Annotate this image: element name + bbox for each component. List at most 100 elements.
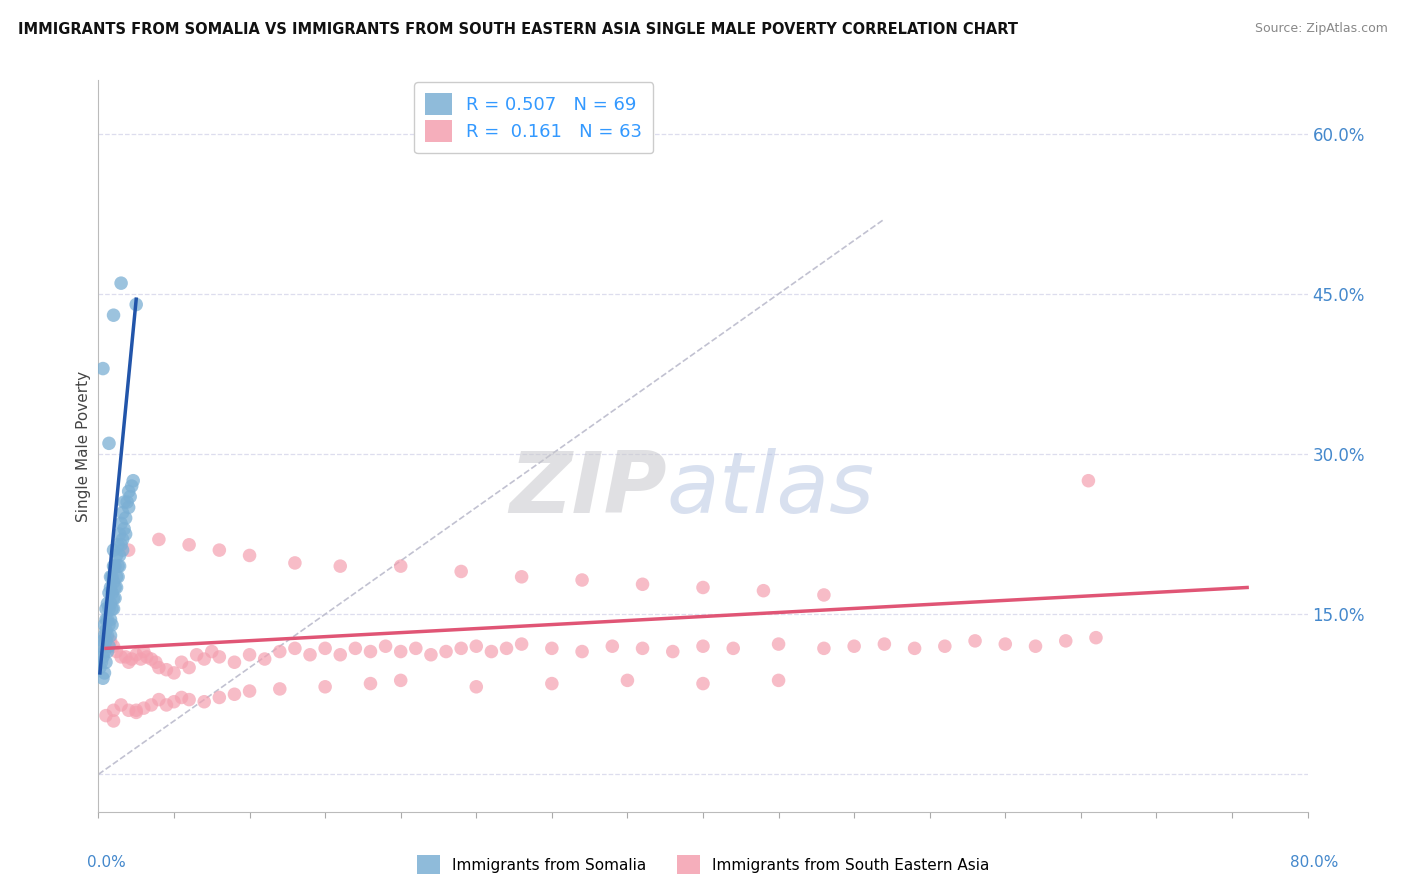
Point xyxy=(661,644,683,658)
Point xyxy=(103,714,125,728)
Point xyxy=(434,644,457,658)
Text: ZIP: ZIP xyxy=(509,449,666,532)
Point xyxy=(103,639,125,653)
Point xyxy=(420,648,443,662)
Point xyxy=(253,652,276,666)
Point xyxy=(239,549,262,563)
Point xyxy=(105,644,128,658)
Point xyxy=(98,602,121,616)
Point xyxy=(96,628,118,642)
Point xyxy=(179,538,201,552)
Point xyxy=(101,586,124,600)
Point xyxy=(108,527,131,541)
Point xyxy=(121,479,143,493)
Point xyxy=(1054,633,1077,648)
Point xyxy=(122,474,145,488)
Point xyxy=(100,581,122,595)
Point xyxy=(692,639,714,653)
Point xyxy=(155,698,177,712)
Point xyxy=(103,543,125,558)
Point xyxy=(389,644,412,658)
Point xyxy=(98,436,121,450)
Point xyxy=(179,692,201,706)
Point xyxy=(510,570,533,584)
Point xyxy=(141,698,163,712)
Point xyxy=(118,500,141,515)
Point xyxy=(163,695,186,709)
Point xyxy=(495,641,517,656)
Point xyxy=(193,695,215,709)
Point xyxy=(100,597,122,611)
Point xyxy=(631,641,654,656)
Point xyxy=(752,583,775,598)
Point xyxy=(284,556,307,570)
Point xyxy=(616,673,638,688)
Point xyxy=(121,652,143,666)
Point xyxy=(115,495,138,509)
Point xyxy=(450,565,472,579)
Point xyxy=(91,671,114,685)
Point xyxy=(93,628,115,642)
Point xyxy=(105,581,128,595)
Point xyxy=(98,586,121,600)
Point xyxy=(100,570,122,584)
Point xyxy=(107,570,129,584)
Point xyxy=(344,641,367,656)
Point xyxy=(112,522,135,536)
Point xyxy=(148,533,170,547)
Point xyxy=(148,692,170,706)
Point xyxy=(374,639,396,653)
Point xyxy=(132,644,155,658)
Point xyxy=(269,681,291,696)
Point xyxy=(101,570,124,584)
Point xyxy=(125,706,148,720)
Point xyxy=(98,639,121,653)
Point xyxy=(965,633,987,648)
Point xyxy=(110,649,132,664)
Point xyxy=(91,633,114,648)
Text: atlas: atlas xyxy=(666,449,875,532)
Point xyxy=(118,484,141,499)
Point xyxy=(114,527,136,541)
Legend: Immigrants from Somalia, Immigrants from South Eastern Asia: Immigrants from Somalia, Immigrants from… xyxy=(411,849,995,880)
Point xyxy=(239,648,262,662)
Point xyxy=(602,639,624,653)
Point xyxy=(89,660,111,674)
Point xyxy=(105,549,128,563)
Point xyxy=(103,602,125,616)
Point xyxy=(94,602,117,616)
Point xyxy=(571,573,593,587)
Point xyxy=(481,644,503,658)
Point xyxy=(360,676,382,690)
Point xyxy=(465,639,488,653)
Point xyxy=(110,516,132,531)
Point xyxy=(118,655,141,669)
Point xyxy=(91,649,114,664)
Text: Source: ZipAtlas.com: Source: ZipAtlas.com xyxy=(1254,22,1388,36)
Point xyxy=(112,495,135,509)
Point xyxy=(110,698,132,712)
Point xyxy=(844,639,866,653)
Point xyxy=(93,644,115,658)
Point xyxy=(111,506,134,520)
Point xyxy=(107,538,129,552)
Point xyxy=(100,613,122,627)
Point xyxy=(101,618,124,632)
Point xyxy=(104,591,127,606)
Point xyxy=(179,660,201,674)
Point xyxy=(90,639,112,653)
Point xyxy=(314,641,336,656)
Point xyxy=(118,543,141,558)
Point xyxy=(103,308,125,322)
Point xyxy=(91,361,114,376)
Text: 0.0%: 0.0% xyxy=(87,855,127,870)
Point xyxy=(105,570,128,584)
Point xyxy=(692,581,714,595)
Point xyxy=(103,703,125,717)
Point xyxy=(141,652,163,666)
Point xyxy=(201,644,224,658)
Point xyxy=(540,641,562,656)
Point xyxy=(631,577,654,591)
Point xyxy=(103,559,125,574)
Point xyxy=(110,276,132,290)
